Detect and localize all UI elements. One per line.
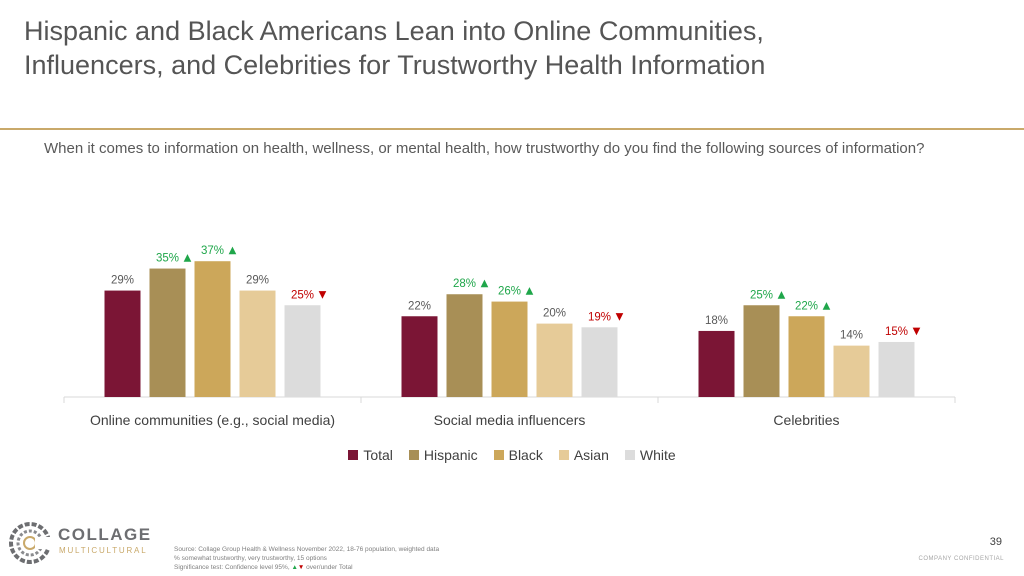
sig-up-icon: ▲ — [229, 245, 237, 256]
bar-chart: 29% 35% ▲ 37% ▲ 29% 25% ▼ Online communities (e.… — [63, 245, 956, 428]
legend-item-asian: Asian — [558, 447, 609, 463]
legend-label: Black — [508, 447, 543, 463]
bar-white — [284, 305, 321, 397]
legend-label: Asian — [573, 447, 609, 463]
bar-total — [104, 290, 141, 397]
bar-white — [878, 341, 915, 397]
data-label: 22% — [408, 300, 431, 312]
legend-swatch — [348, 450, 359, 460]
data-label: 29% — [246, 275, 269, 287]
bar-asian — [536, 323, 573, 397]
data-label: 15% — [885, 326, 908, 338]
title-line-1: Hispanic and Black Americans Lean into O… — [24, 16, 764, 46]
legend-swatch — [408, 450, 419, 460]
data-label: 29% — [111, 275, 134, 287]
legend-item-total: Total — [348, 447, 393, 463]
survey-question: When it comes to information on health, … — [44, 140, 925, 157]
sig-up-icon: ▲ — [184, 253, 192, 264]
sig-down-icon: ▼ — [319, 289, 327, 300]
data-label: 18% — [705, 315, 728, 327]
data-label: 22% — [795, 300, 818, 312]
data-label: 19% — [588, 311, 611, 323]
legend-item-white: White — [624, 447, 676, 463]
legend-item-hispanic: Hispanic — [408, 447, 478, 463]
sig-up-icon: ▲ — [526, 286, 534, 297]
sig-up-icon: ▲ — [778, 289, 786, 300]
bar-asian — [239, 290, 276, 397]
collage-logo-icon — [9, 522, 54, 564]
data-label: 25% — [750, 289, 773, 301]
data-label: 35% — [156, 253, 179, 265]
bar-asian — [833, 345, 870, 397]
page-title: Hispanic and Black Americans Lean into O… — [24, 14, 984, 82]
page-number: 39 — [989, 536, 1002, 548]
source-line-3: Significance test: Confidence level 95%,… — [174, 563, 439, 572]
bar-total — [401, 316, 438, 397]
chart-legend: Total Hispanic Black Asian White — [0, 447, 1024, 463]
title-line-2: Influencers, and Celebrities for Trustwo… — [24, 50, 766, 80]
bar-total — [698, 330, 735, 397]
source-line-1: Source: Collage Group Health & Wellness … — [174, 546, 440, 553]
logo-wordmark: COLLAGE — [58, 525, 152, 544]
category-label: Celebrities — [773, 412, 839, 428]
bar-black — [788, 316, 825, 397]
category-label: Online communities (e.g., social media) — [90, 412, 335, 428]
bar-hispanic — [743, 305, 780, 397]
bar-black — [491, 301, 528, 397]
legend-item-black: Black — [493, 447, 543, 463]
collage-logo: COLLAGE MULTICULTURAL — [8, 518, 158, 570]
title-divider — [0, 128, 1024, 130]
source-line-2: % somewhat trustworthy, very trustworthy… — [174, 555, 327, 562]
data-label: 37% — [201, 245, 224, 257]
legend-swatch — [493, 450, 504, 460]
bar-white — [581, 327, 618, 397]
sig-up-icon: ▲ — [823, 300, 831, 311]
data-label: 25% — [291, 289, 314, 301]
sig-note-prefix: Significance test: Confidence level 95%, — [174, 564, 292, 571]
legend-label: White — [639, 447, 676, 463]
data-label: 14% — [840, 330, 863, 342]
bar-black — [194, 261, 231, 397]
legend-swatch — [624, 450, 635, 460]
confidential-label: COMPANY CONFIDENTIAL — [918, 556, 1004, 562]
sig-down-glyph: ▼ — [297, 564, 305, 571]
bar-hispanic — [446, 294, 483, 397]
sig-down-icon: ▼ — [616, 311, 624, 322]
source-note: Source: Collage Group Health & Wellness … — [174, 545, 439, 572]
sig-up-glyph: ▲ — [291, 564, 298, 571]
legend-swatch — [558, 450, 569, 460]
legend-label: Hispanic — [423, 447, 478, 463]
bar-hispanic — [149, 268, 186, 397]
data-label: 26% — [498, 286, 521, 298]
sig-up-icon: ▲ — [481, 278, 489, 289]
sig-down-icon: ▼ — [913, 326, 921, 337]
category-label: Social media influencers — [434, 412, 586, 428]
sig-note-suffix: over/under Total — [304, 564, 353, 571]
legend-label: Total — [363, 447, 393, 463]
data-label: 20% — [543, 308, 566, 320]
logo-subtitle: MULTICULTURAL — [59, 546, 148, 555]
data-label: 28% — [453, 278, 476, 290]
